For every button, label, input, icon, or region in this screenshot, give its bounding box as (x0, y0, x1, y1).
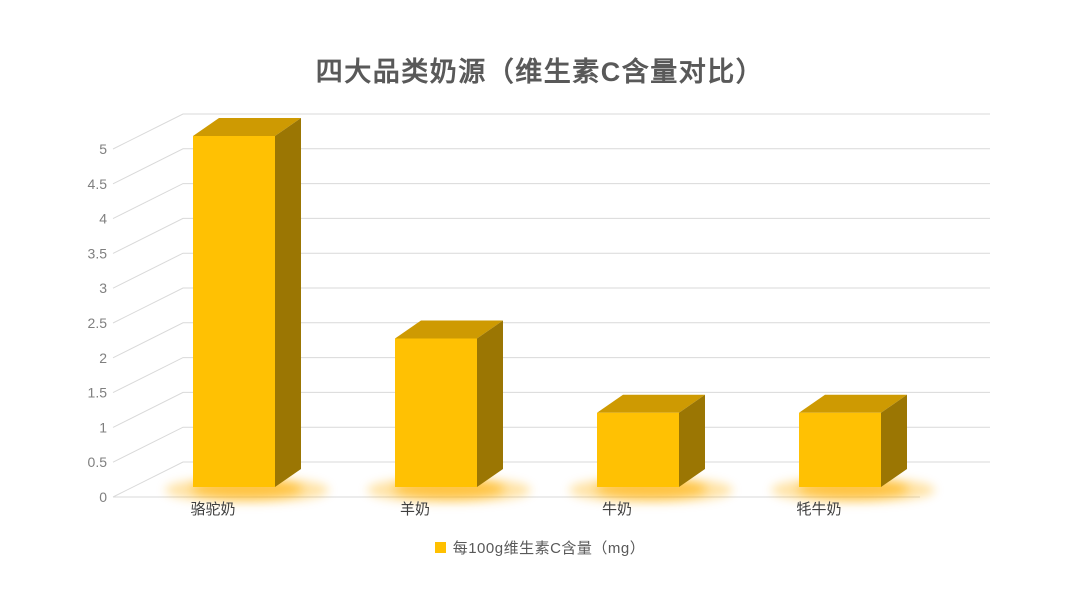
bar-top-face (193, 118, 301, 136)
x-axis-category-label: 骆驼奶 (190, 501, 235, 518)
y-axis-tick-label: 5 (99, 141, 107, 157)
y-axis-tick-label: 3.5 (88, 245, 108, 261)
y-axis-tick-label: 0 (99, 489, 107, 505)
y-axis-tick-label: 2 (99, 350, 107, 366)
gridline (112, 217, 990, 254)
gridline (112, 461, 990, 498)
gridline (112, 183, 990, 220)
bar-3d-牦牛奶 (799, 394, 907, 487)
y-axis-tick-label: 1 (99, 419, 107, 435)
chart-title: 四大品类奶源（维生素C含量对比） (315, 57, 765, 87)
gridline (112, 322, 990, 359)
gridline (112, 287, 990, 324)
bar-side-face (881, 394, 907, 487)
bar-front-face (597, 412, 679, 487)
gridline (112, 148, 990, 185)
bar-3d-骆驼奶 (193, 118, 301, 487)
y-axis-tick-label: 3 (99, 280, 107, 296)
bar-front-face (799, 412, 881, 487)
gridline (112, 426, 990, 463)
legend-series-label: 每100g维生素C含量（mg） (452, 539, 646, 557)
legend-marker-icon (434, 541, 446, 553)
bar-top-face (395, 320, 503, 339)
x-axis-category-label: 牛奶 (602, 501, 632, 518)
gridline (112, 357, 990, 394)
bar-side-face (477, 320, 503, 487)
gridline (112, 252, 990, 289)
bar-3d-牛奶 (597, 394, 705, 487)
x-axis-category-label: 羊奶 (400, 501, 430, 518)
bar-front-face (395, 338, 477, 487)
bar-front-face (193, 136, 275, 487)
y-axis-tick-label: 4.5 (88, 176, 108, 192)
bar-top-face (799, 394, 907, 413)
bar-3d-羊奶 (395, 320, 503, 487)
gridline (112, 391, 990, 428)
y-axis-tick-label: 0.5 (88, 454, 108, 470)
gridline (112, 113, 990, 150)
bar-top-face (597, 394, 705, 413)
x-axis-category-label: 牦牛奶 (796, 501, 841, 518)
bar-side-face (679, 394, 705, 487)
legend: 每100g维生素C含量（mg） (0, 536, 1080, 558)
y-axis-tick-label: 4 (99, 211, 107, 227)
bar-side-face (275, 118, 301, 487)
y-axis-tick-label: 2.5 (88, 315, 108, 331)
y-axis-tick-label: 1.5 (88, 385, 108, 401)
